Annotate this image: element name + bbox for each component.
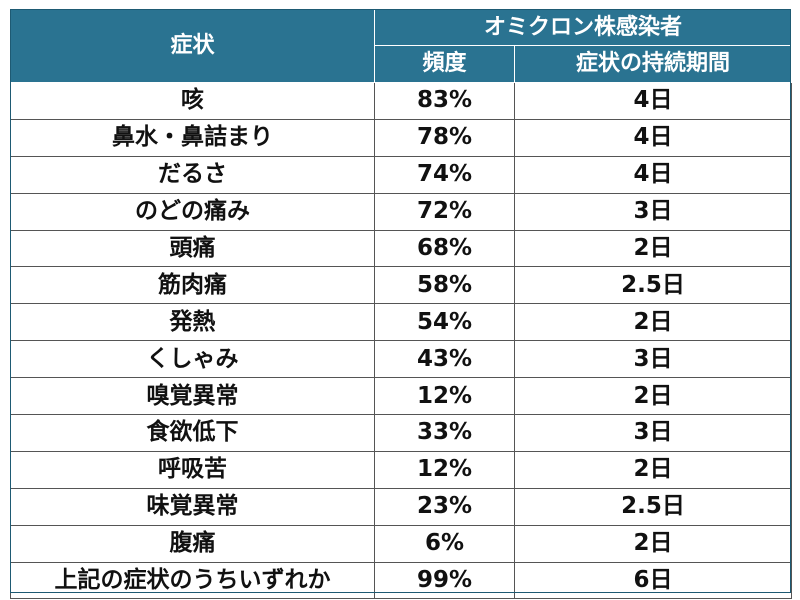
table-row: 筋肉痛 58% 2.5日 (10, 266, 793, 305)
cell-duration: 3日 (513, 192, 793, 231)
cell-symptom: 上記の症状のうちいずれか (10, 561, 375, 600)
cell-duration: 3日 (513, 414, 793, 452)
table-body: 咳 83% 4日 鼻水・鼻詰まり 78% 4日 だるさ 74% 4日 のどの痛み 72% 3日 頭痛 68… (10, 82, 793, 600)
cell-symptom: 咳 (10, 82, 375, 120)
cell-frequency: 83% (374, 82, 515, 120)
cell-frequency: 99% (374, 561, 515, 600)
table-row: 上記の症状のうちいずれか 99% 6日 (10, 561, 793, 600)
cell-frequency: 68% (374, 229, 515, 268)
table-row: 頭痛 68% 2日 (10, 229, 793, 268)
cell-duration: 2.5日 (513, 487, 793, 526)
cell-duration: 2日 (513, 377, 793, 416)
table-row: 発熱 54% 2日 (10, 303, 793, 342)
cell-symptom: 食欲低下 (10, 414, 375, 452)
header-omicron-group: オミクロン株感染者 (373, 9, 793, 46)
cell-duration: 6日 (513, 561, 793, 600)
header-frequency: 頻度 (374, 45, 515, 83)
header-row-sub: 頻度 症状の持続期間 (11, 45, 793, 83)
symptom-table-container: 症状 オミクロン株感染者 頻度 症状の持続期間 咳 83% 4日 鼻水・鼻詰まり 78%… (10, 9, 793, 600)
cell-symptom: のどの痛み (10, 192, 375, 231)
cell-frequency: 72% (374, 192, 515, 231)
cell-frequency: 54% (374, 303, 515, 342)
cell-symptom: くしゃみ (10, 340, 375, 379)
cell-frequency: 74% (374, 155, 515, 194)
cell-duration: 2.5日 (513, 266, 793, 305)
cell-symptom: 嗅覚異常 (10, 377, 375, 416)
header-symptom: 症状 (10, 9, 375, 83)
cell-symptom: 筋肉痛 (10, 266, 375, 305)
table-row: 鼻水・鼻詰まり 78% 4日 (10, 118, 793, 157)
cell-frequency: 6% (374, 524, 515, 563)
cell-symptom: 腹痛 (10, 524, 375, 563)
cell-symptom: 味覚異常 (10, 487, 375, 526)
cell-symptom: 頭痛 (10, 229, 375, 268)
header-duration: 症状の持続期間 (513, 45, 793, 83)
header-row-top: 症状 オミクロン株感染者 (10, 9, 793, 83)
table-row: 咳 83% 4日 (10, 82, 793, 120)
cell-duration: 3日 (513, 340, 793, 379)
cell-symptom: 発熱 (10, 303, 375, 342)
table-row: くしゃみ 43% 3日 (10, 340, 793, 379)
table-row: 腹痛 6% 2日 (10, 524, 793, 563)
table-row: 味覚異常 23% 2.5日 (10, 487, 793, 526)
cell-duration: 2日 (513, 229, 793, 268)
cell-frequency: 12% (374, 450, 515, 489)
table-row: 嗅覚異常 12% 2日 (10, 377, 793, 416)
table-row: だるさ 74% 4日 (10, 155, 793, 194)
table-row: 呼吸苦 12% 2日 (10, 450, 793, 489)
cell-frequency: 12% (374, 377, 515, 416)
omicron-symptom-table: 症状 オミクロン株感染者 頻度 症状の持続期間 咳 83% 4日 鼻水・鼻詰まり 78%… (10, 9, 793, 600)
cell-duration: 4日 (513, 82, 793, 120)
cell-frequency: 43% (374, 340, 515, 379)
cell-duration: 2日 (513, 450, 793, 489)
table-row: のどの痛み 72% 3日 (10, 192, 793, 231)
cell-frequency: 23% (374, 487, 515, 526)
table-header: 症状 オミクロン株感染者 頻度 症状の持続期間 (10, 9, 793, 83)
cell-symptom: 呼吸苦 (10, 450, 375, 489)
cell-duration: 2日 (513, 303, 793, 342)
cell-frequency: 58% (374, 266, 515, 305)
cell-symptom: 鼻水・鼻詰まり (10, 118, 375, 157)
cell-frequency: 78% (374, 118, 515, 157)
cell-symptom: だるさ (10, 155, 375, 194)
cell-frequency: 33% (374, 414, 515, 452)
cell-duration: 4日 (513, 155, 793, 194)
cell-duration: 2日 (513, 524, 793, 563)
cell-duration: 4日 (513, 118, 793, 157)
table-row: 食欲低下 33% 3日 (10, 414, 793, 452)
